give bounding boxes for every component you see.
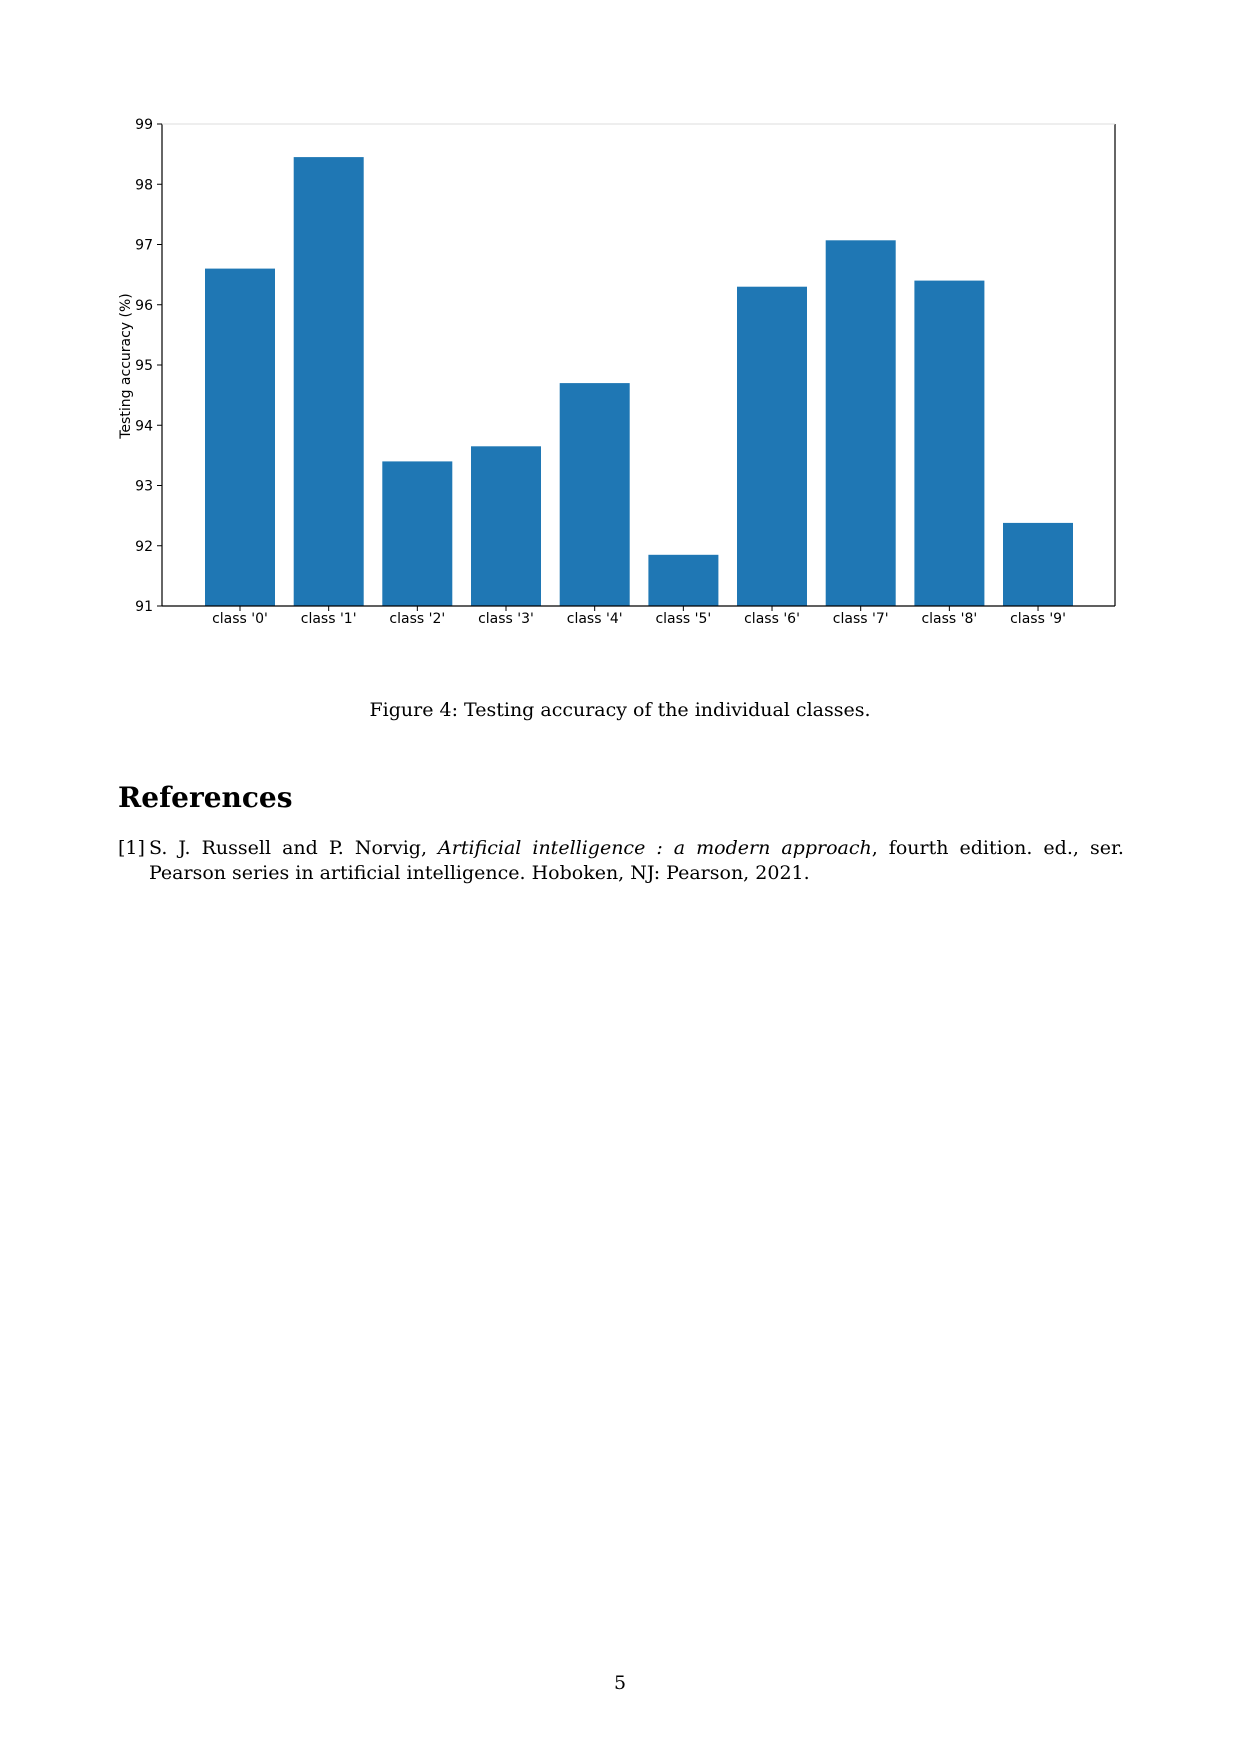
reference-body: S. J. Russell and P. Norvig, Artificial … bbox=[149, 836, 1124, 886]
bar bbox=[205, 268, 275, 606]
bars-group bbox=[205, 157, 1073, 607]
bar-chart: 91 92 93 94 95 96 97 98 99 class '0' class '1' cla… bbox=[0, 0, 1240, 680]
x-tick-label: class '6' bbox=[744, 611, 800, 627]
bar bbox=[471, 446, 541, 606]
reference-title: Artificial intelligence : a modern appro… bbox=[438, 837, 872, 859]
x-tick-label: class '3' bbox=[478, 611, 534, 627]
reference-details: , fourth edition. ed., ser. Pearson seri… bbox=[149, 837, 1124, 884]
bar bbox=[382, 461, 453, 606]
x-ticks-group: class '0' class '1' class '2' class '3' clas… bbox=[212, 606, 1066, 627]
x-tick-label: class '0' bbox=[212, 611, 268, 627]
x-tick-label: class '7' bbox=[833, 611, 889, 627]
figure-caption: Figure 4: Testing accuracy of the indivi… bbox=[369, 699, 871, 721]
x-tick-label: class '2' bbox=[389, 611, 445, 627]
y-tick-label: 97 bbox=[135, 238, 153, 254]
bar bbox=[1003, 522, 1073, 606]
x-tick-label: class '5' bbox=[655, 611, 711, 627]
bar bbox=[559, 383, 630, 606]
page-number: 5 bbox=[613, 1672, 627, 1694]
reference-number: [1] bbox=[118, 837, 145, 859]
x-tick-label: class '9' bbox=[1010, 611, 1066, 627]
x-tick-label: class '4' bbox=[567, 611, 623, 627]
y-tick-label: 99 bbox=[135, 117, 153, 133]
y-tick-label: 91 bbox=[135, 599, 153, 615]
y-tick-label: 92 bbox=[135, 539, 153, 555]
x-tick-label: class '1' bbox=[301, 611, 357, 627]
bar bbox=[648, 554, 719, 606]
x-tick-label: class '8' bbox=[921, 611, 977, 627]
reference-item: [1] S. J. Russell and P. Norvig, Artific… bbox=[118, 836, 1124, 886]
y-tick-label: 93 bbox=[135, 479, 153, 495]
y-tick-label: 94 bbox=[135, 418, 153, 434]
y-tick-label: 98 bbox=[135, 177, 153, 193]
bar bbox=[293, 157, 364, 606]
y-tick-label: 96 bbox=[135, 298, 153, 314]
bar bbox=[825, 240, 896, 607]
y-axis-label: Testing accuracy (%) bbox=[118, 293, 134, 440]
y-ticks-group: 91 92 93 94 95 96 97 98 99 bbox=[135, 117, 162, 615]
bar bbox=[914, 280, 985, 606]
references-heading: References bbox=[118, 781, 293, 814]
bar bbox=[737, 286, 807, 606]
reference-authors: S. J. Russell and P. Norvig, bbox=[149, 837, 439, 859]
y-tick-label: 95 bbox=[135, 358, 153, 374]
